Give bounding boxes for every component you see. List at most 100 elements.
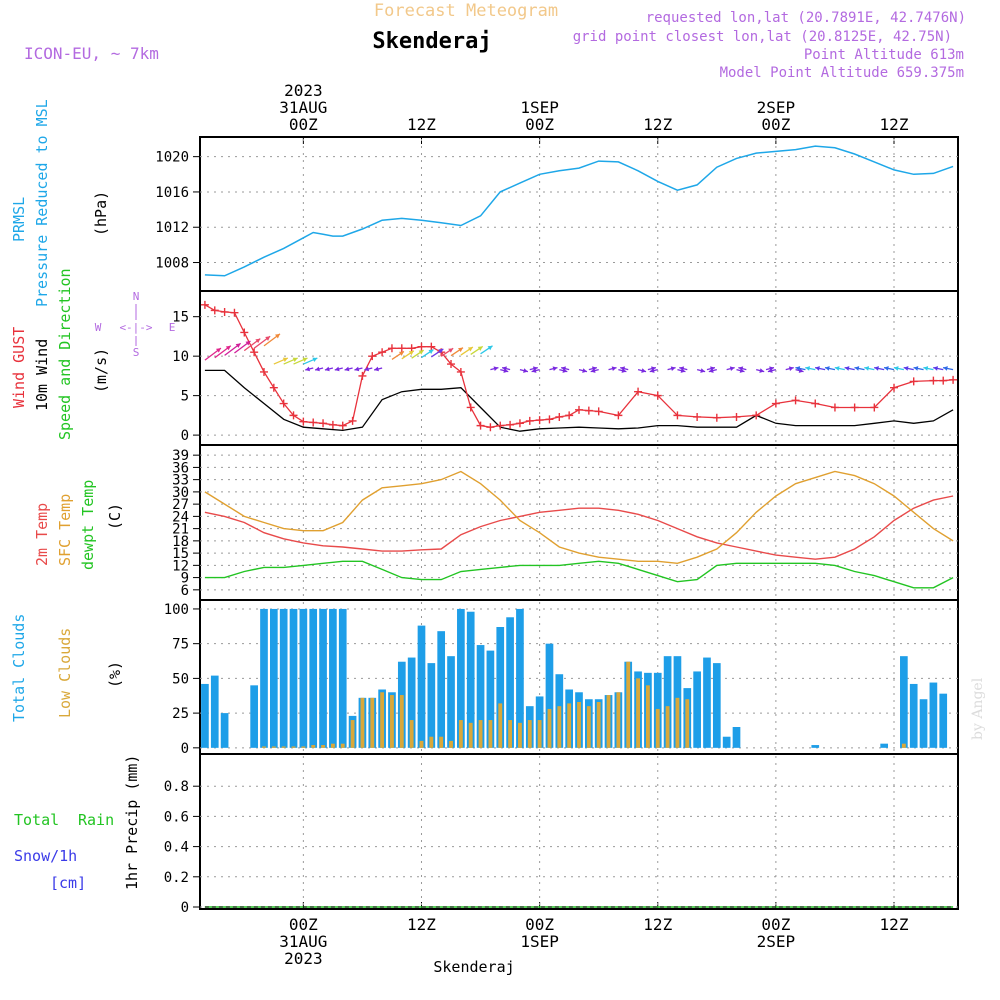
wind-arrow-head — [649, 368, 655, 373]
speed-dir-label: Speed and Direction — [56, 268, 74, 440]
time-label-day-60: 12Z — [880, 115, 909, 134]
low-cloud-bar — [655, 708, 660, 748]
gust-marker — [584, 406, 593, 415]
precip-label: 1hr Precip (mm) — [123, 755, 141, 890]
wind-10m-label: 10m Wind — [33, 339, 51, 411]
gust-marker — [240, 328, 249, 337]
ms-label: (m/s) — [92, 348, 110, 393]
low-cloud-bar — [350, 720, 355, 748]
time-label-day-36: 12Z — [643, 915, 672, 934]
ytick-wind-5: 5 — [181, 389, 189, 405]
gust-marker — [476, 421, 485, 430]
pressure-panel — [199, 136, 959, 292]
wind-arrow-head — [729, 366, 735, 371]
total-cloud-bar — [417, 625, 426, 748]
low-cloud-bar — [399, 695, 404, 748]
wind-arrow-head — [708, 368, 714, 373]
wind-arrow-head — [798, 368, 804, 373]
ytick-cloud-25: 25 — [172, 706, 189, 722]
ytick-temp-6: 6 — [181, 583, 189, 599]
gust-marker — [328, 420, 337, 429]
total-cloud-bar — [919, 699, 928, 748]
low-cloud-bar — [439, 736, 444, 748]
gust-marker — [348, 416, 357, 425]
gust-marker — [614, 411, 623, 420]
wind-arrow-head — [364, 366, 370, 372]
time-label-date-0: 31AUG — [279, 98, 327, 117]
gust-marker — [387, 344, 396, 353]
gust-marker — [712, 413, 721, 422]
wind-arrow-head — [324, 366, 330, 372]
total-cloud-bar — [909, 683, 918, 748]
total-cloud-bar — [811, 745, 820, 748]
total-cloud-bar — [486, 650, 495, 748]
pressure-series — [204, 145, 954, 277]
total-cloud-bar — [516, 608, 524, 748]
compass-arrows: <-|-> — [119, 321, 152, 334]
wind-arrow-head — [824, 366, 830, 371]
total-cloud-bar — [663, 656, 672, 748]
wind-arrow-head — [590, 368, 596, 373]
total-cloud-bar — [210, 675, 219, 748]
total-cloud-bar — [319, 608, 327, 748]
wind-series — [200, 300, 958, 432]
wind-arrow-head — [428, 349, 434, 355]
wind-arrow-head — [531, 368, 537, 373]
wind-arrow-head — [943, 366, 948, 371]
gust-marker — [555, 412, 564, 421]
total-cloud-bar — [457, 608, 465, 748]
low-clouds-label: Low Clouds — [56, 628, 74, 718]
ytick-precip-0.8: 0.8 — [164, 779, 189, 795]
total-cloud-bar — [939, 693, 948, 748]
ytick-temp-9: 9 — [181, 571, 189, 587]
wind-arrow-head — [487, 345, 493, 351]
grid-point-coords: grid point closest lon,lat (20.8125E, 42… — [573, 29, 952, 45]
wind-arrow-head — [805, 366, 811, 371]
wind-arrow-head — [582, 368, 587, 373]
total-cloud-bar — [545, 643, 554, 748]
wind-arrow-head — [834, 366, 840, 371]
wind-arrow-head — [312, 357, 318, 362]
gust-marker — [506, 420, 515, 429]
wind-arrow-head — [893, 366, 899, 371]
total-cloud-bar — [722, 736, 731, 748]
requested-coords: requested lon,lat (20.7891E, 42.7476N) — [646, 10, 966, 26]
wind-arrow-head — [795, 366, 801, 371]
gust-marker — [850, 403, 859, 412]
gust-marker — [200, 300, 209, 309]
wind-arrow-head — [679, 366, 685, 371]
low-cloud-bar — [478, 720, 483, 748]
wind-arrow-head — [700, 368, 706, 373]
hpa-label: (hPa) — [92, 191, 110, 236]
low-cloud-bar — [468, 722, 473, 748]
total-cloud-bar — [476, 645, 485, 748]
wind-arrow-head — [215, 348, 221, 353]
wind-arrow-head — [523, 368, 528, 373]
low-cloud-bar — [281, 746, 286, 748]
compass-s: S — [133, 346, 140, 359]
temp-2m-label: 2m Temp — [33, 503, 51, 566]
gust-marker — [338, 421, 347, 430]
time-label-date-0: 31AUG — [279, 932, 327, 951]
wind-arrow-head — [344, 366, 350, 372]
gust-marker — [269, 383, 278, 392]
gust-marker — [939, 376, 948, 385]
ytick-pressure-1012: 1012 — [155, 220, 189, 236]
chart-subtitle: Forecast Meteogram — [374, 1, 558, 21]
model-altitude: Model Point Altitude 659.375m — [720, 65, 964, 81]
gust-marker — [830, 403, 839, 412]
wind-10m-line — [204, 369, 954, 432]
low-cloud-bar — [488, 720, 493, 748]
gust-marker — [575, 405, 583, 414]
total-cloud-bar — [712, 663, 721, 748]
cm-label: [cm] — [50, 874, 86, 892]
wind-arrow-head — [305, 366, 311, 372]
footer-location: Skenderaj — [433, 958, 514, 976]
gust-marker — [279, 399, 288, 408]
low-cloud-bar — [301, 746, 306, 748]
low-cloud-bar — [340, 743, 345, 748]
wind-arrow-head — [788, 366, 794, 371]
